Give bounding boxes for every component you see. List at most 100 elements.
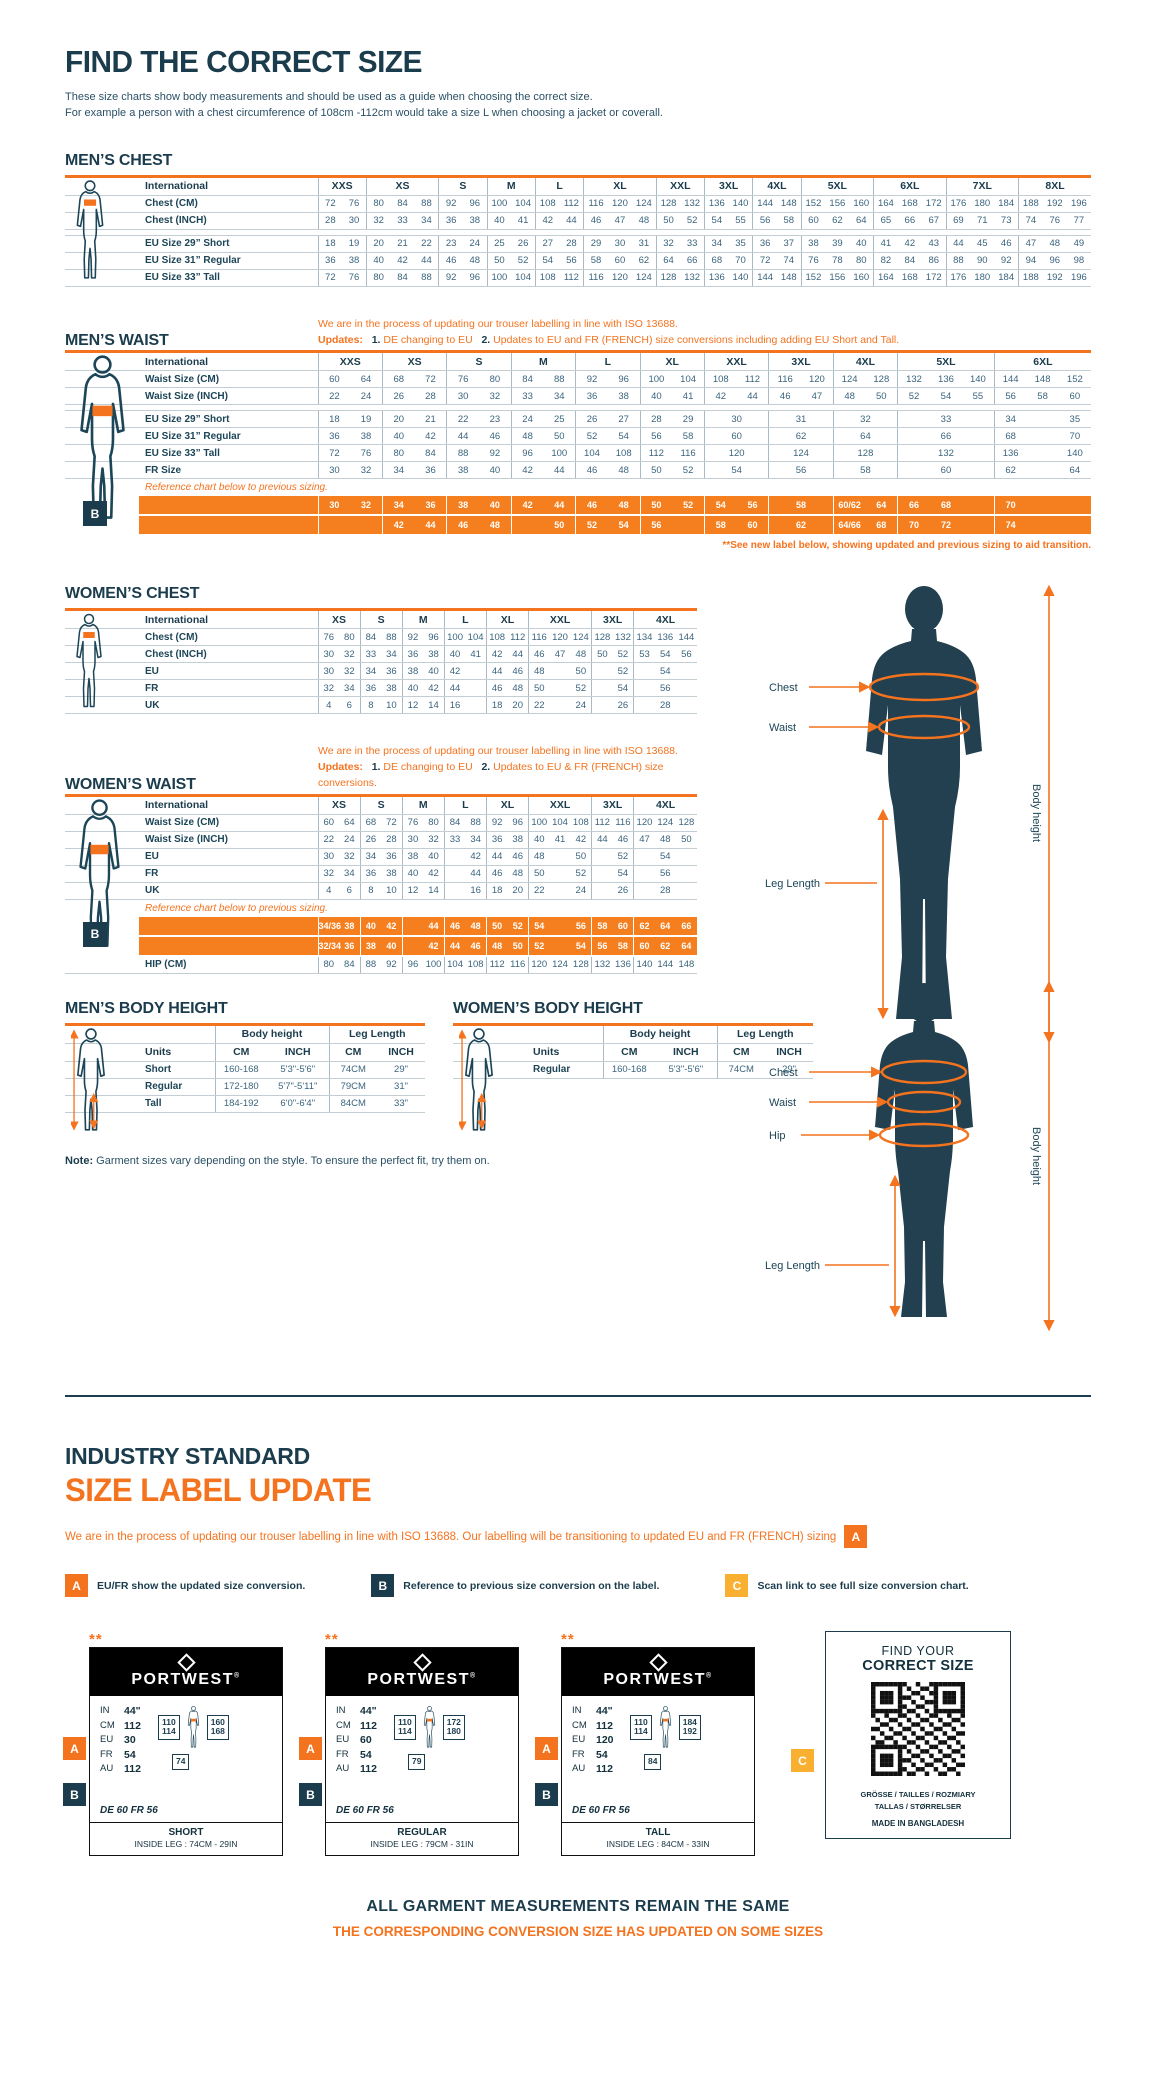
size-cell: 34 [339, 679, 361, 698]
size-cell: 168 [897, 195, 922, 213]
size-cell: 70 [993, 496, 1027, 517]
size-cell: 104 [549, 814, 571, 832]
size-cell: 34 [359, 662, 382, 681]
label-size-row: IN 44" [336, 1705, 377, 1718]
size-cell [510, 515, 544, 537]
size-cell: 40 [443, 645, 466, 664]
row-label: EU Size 31” Regular [65, 252, 318, 270]
size-cell: 22 [527, 882, 550, 900]
row-label: International [65, 176, 318, 196]
size-cell: 68 [359, 814, 382, 832]
portwest-logo: PORTWEST® [326, 1648, 518, 1697]
portwest-wordmark: PORTWEST® [367, 1670, 477, 1688]
male-body-height-label: Body height [1030, 784, 1042, 842]
size-cell: 58 [768, 496, 834, 517]
size-cell: 108 [534, 195, 560, 213]
table-row [65, 229, 1091, 236]
size-cell [633, 865, 655, 883]
table-row: EU 30 32 34 36 38 40 42 44 46 48 50 52 54 [65, 662, 697, 681]
size-cell: 24 [510, 410, 544, 429]
size-cell: 148 [1026, 370, 1059, 389]
size-cell: 5'3"-5'6" [267, 1061, 330, 1079]
table-row: UK 4 6 8 10 12 14 16 18 20 22 24 26 28 [65, 882, 697, 900]
size-cell: 40 [423, 662, 445, 681]
size-cell: 78 [825, 252, 850, 270]
row-label: International [65, 795, 318, 815]
size-cell: 120 [607, 269, 633, 287]
table-row: FR 32 34 36 38 40 42 44 46 48 50 52 54 56 [65, 679, 697, 698]
size-cell: 3XL [591, 795, 634, 815]
size-cell: 50 [527, 865, 550, 883]
size-cell [443, 882, 466, 900]
size-cell: 4XL [752, 176, 802, 196]
size-cell: 52 [680, 212, 705, 230]
size-cell: 48 [507, 679, 529, 698]
size-cell: 40 [479, 496, 512, 517]
size-cell: 29" [765, 1061, 814, 1079]
portwest-diamond-icon [648, 1653, 668, 1672]
figure-glyph-icon [185, 1706, 202, 1748]
size-cell: 172 [921, 269, 947, 287]
size-cell: 20 [507, 882, 529, 900]
size-cell: 66 [897, 496, 930, 517]
size-cell: 42 [465, 848, 487, 866]
size-table: International XS S M L XL XXL 3XL 4XL Waist Size … [65, 793, 697, 974]
size-cell: 120 [633, 814, 655, 832]
size-cell: 30 [401, 831, 424, 849]
size-cell: 184-192 [214, 1095, 267, 1113]
size-cell: 18 [317, 235, 343, 253]
badge-c: C [791, 1749, 814, 1773]
legend-item-a: A EU/FR show the updated size conversion… [65, 1574, 305, 1598]
womens-waist-table: International XS S M L XL XXL 3XL 4XL Waist Size … [65, 793, 697, 974]
size-cell: 52 [612, 662, 634, 681]
size-cell [317, 515, 351, 537]
size-cell: 80 [365, 195, 391, 213]
size-cell: 132 [591, 955, 613, 974]
table-row: Chest (INCH) 28 30 32 33 34 36 38 40 41 42 44 46 47 48… [65, 212, 1091, 230]
table-row: DE 42 44 46 48 50 52 54 56 58 60 62 64/66 68 70 72 74 [65, 515, 1091, 537]
size-cell: 116 [768, 370, 802, 389]
size-cell: 104 [575, 444, 608, 463]
size-cell: 46 [768, 387, 802, 406]
size-cell: 64 [654, 916, 676, 937]
size-cell: 29" [377, 1061, 426, 1079]
size-cell: 144 [752, 269, 777, 287]
size-cell: 28 [414, 387, 447, 406]
size-cell: 120 [549, 628, 571, 647]
size-cell: 72 [381, 814, 403, 832]
table-header-row: Units CM INCH CM INCH [453, 1043, 814, 1062]
size-cell: 54 [703, 461, 769, 480]
size-cell: 42 [897, 235, 922, 253]
label-size-row: AU 112 [100, 1763, 141, 1776]
size-cell: 60 [736, 515, 769, 537]
row-label [65, 1024, 215, 1044]
womens-chest-section: WOMEN’S CHEST International XS S M L XL XXL 3XL… [65, 585, 697, 715]
size-cell: 25 [486, 235, 512, 253]
table-row: Regular 160-168 5'3"-5'6" 74CM 29" [453, 1061, 814, 1079]
size-cell: 43 [921, 235, 947, 253]
size-cell: 60 [317, 814, 340, 832]
size-cell: 5'7"-5'11" [267, 1078, 330, 1096]
mens-chest-table: International XXS XS S M L XL XXL 3XL 4XL 5XL 6XL 7X… [65, 174, 1091, 287]
size-cell: S [446, 351, 512, 372]
size-cell: 80 [339, 628, 361, 647]
size-cell: 124 [549, 955, 571, 974]
size-cell: 27 [607, 410, 641, 429]
size-cell: 30 [317, 662, 340, 681]
size-cell: 96 [423, 628, 445, 647]
updates-label: Updates: [318, 333, 363, 346]
size-cell: 168 [897, 269, 922, 287]
size-cell [549, 865, 571, 883]
size-table: Body height Leg Length Units CM INCH CM INCH Re… [453, 1022, 814, 1079]
ref-badge-b: B [83, 921, 107, 947]
size-cell [633, 679, 655, 698]
body-height-row: MEN’S BODY HEIGHT Body height Leg Length U… [65, 1000, 814, 1113]
size-cell: 60/62 [832, 496, 866, 517]
table-row: Chest (CM) 72 76 80 84 88 92 96 100 104 108 112 116 1… [65, 195, 1091, 213]
portwest-diamond-icon [176, 1653, 196, 1672]
bottom-line-2: THE CORRESPONDING CONVERSION SIZE HAS UP… [332, 1924, 824, 1940]
size-cell: 64 [339, 814, 361, 832]
size-cell: 58 [591, 916, 613, 937]
table-row: Chest (INCH) 30 32 33 34 36 38 40 41 42 44 46 47 48 50… [65, 645, 697, 664]
size-cell: 58 [672, 427, 705, 446]
